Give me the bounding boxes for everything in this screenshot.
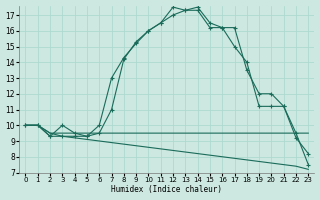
X-axis label: Humidex (Indice chaleur): Humidex (Indice chaleur) <box>111 185 222 194</box>
